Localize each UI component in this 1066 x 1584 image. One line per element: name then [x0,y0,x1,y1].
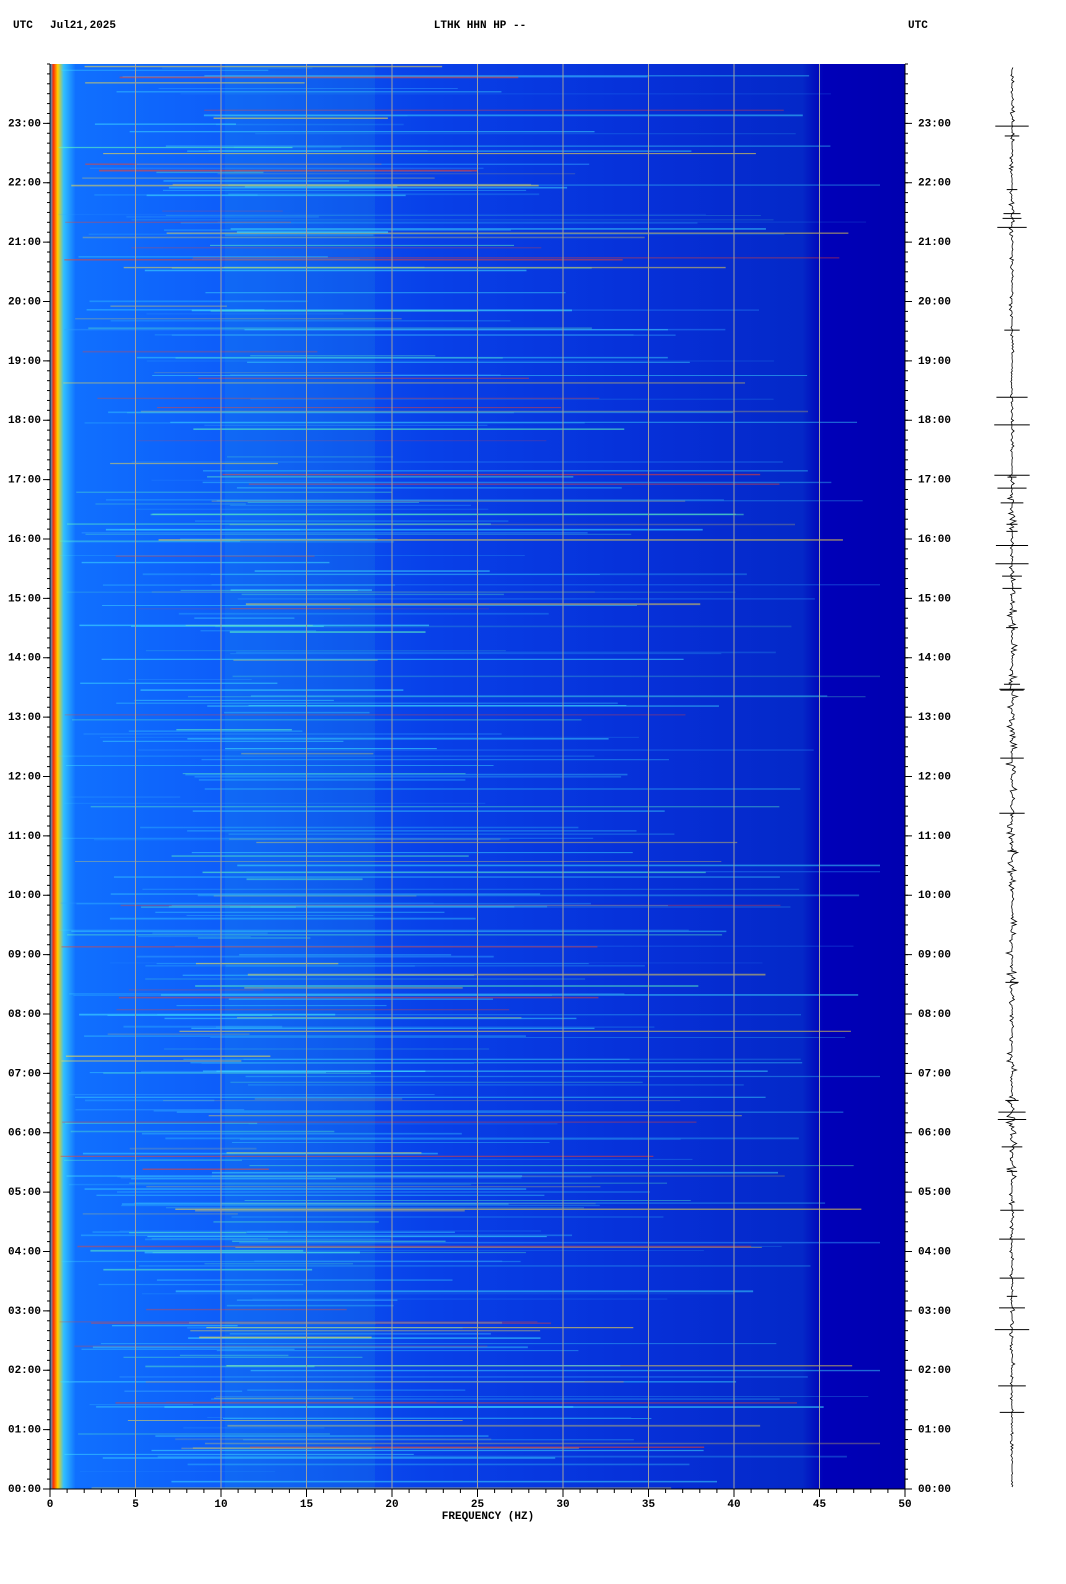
y-tick-label-right: 08:00 [918,1009,951,1021]
y-tick-label-right: 02:00 [918,1365,951,1377]
y-tick-label-left: 18:00 [8,415,41,427]
spectrogram-texture [58,64,880,1489]
y-tick-label-right: 04:00 [918,1246,951,1258]
y-tick-label-left: 08:00 [8,1009,41,1021]
y-tick-label-left: 07:00 [8,1068,41,1080]
y-tick-label-right: 15:00 [918,593,951,605]
x-tick-label: 25 [471,1499,485,1511]
y-tick-label-left: 19:00 [8,356,41,368]
y-tick-label-left: 17:00 [8,475,41,487]
y-tick-label-right: 17:00 [918,475,951,487]
x-tick-label: 40 [727,1499,740,1511]
y-tick-label-right: 05:00 [918,1187,951,1199]
y-tick-label-left: 05:00 [8,1187,41,1199]
time-zone-left: UTC [13,20,33,32]
y-tick-label-left: 03:00 [8,1306,41,1318]
y-tick-label-left: 21:00 [8,237,41,249]
y-tick-label-left: 02:00 [8,1365,41,1377]
y-tick-label-left: 16:00 [8,534,41,546]
y-tick-label-left: 06:00 [8,1128,41,1140]
y-tick-label-right: 01:00 [918,1425,951,1437]
y-tick-label-right: 23:00 [918,118,951,130]
x-tick-label: 15 [300,1499,314,1511]
date: Jul21,2025 [50,20,116,32]
texture-band [225,64,375,1489]
x-axis-label: FREQUENCY (HZ) [442,1511,534,1523]
y-tick-label-right: 00:00 [918,1484,951,1496]
y-tick-label-left: 14:00 [8,653,41,665]
x-tick-label: 50 [898,1499,911,1511]
y-tick-label-right: 18:00 [918,415,951,427]
y-tick-label-right: 12:00 [918,771,951,783]
y-tick-label-right: 22:00 [918,178,951,190]
x-tick-label: 45 [813,1499,827,1511]
x-tick-label: 20 [385,1499,398,1511]
y-tick-label-left: 23:00 [8,118,41,130]
y-tick-label-left: 13:00 [8,712,41,724]
x-tick-label: 0 [47,1499,54,1511]
y-tick-label-right: 21:00 [918,237,951,249]
x-tick-label: 30 [556,1499,569,1511]
y-tick-label-left: 12:00 [8,771,41,783]
y-tick-label-left: 04:00 [8,1246,41,1258]
y-tick-label-left: 20:00 [8,296,41,308]
y-tick-label-right: 13:00 [918,712,951,724]
x-tick-label: 35 [642,1499,656,1511]
seismogram [994,67,1030,1488]
y-tick-label-right: 10:00 [918,890,951,902]
y-tick-label-right: 06:00 [918,1128,951,1140]
time-zone-right: UTC [908,20,928,32]
x-tick-label: 5 [132,1499,139,1511]
y-tick-label-left: 09:00 [8,950,41,962]
y-tick-label-right: 03:00 [918,1306,951,1318]
y-tick-label-right: 09:00 [918,950,951,962]
y-tick-label-left: 00:00 [8,1484,41,1496]
y-tick-label-left: 11:00 [8,831,41,843]
x-tick-label: 10 [214,1499,227,1511]
y-tick-label-right: 16:00 [918,534,951,546]
y-tick-label-left: 10:00 [8,890,41,902]
y-tick-label-right: 19:00 [918,356,951,368]
y-tick-label-right: 11:00 [918,831,951,843]
seismogram-trace [1005,67,1020,1488]
y-tick-label-left: 01:00 [8,1425,41,1437]
y-tick-label-right: 20:00 [918,296,951,308]
chart-title: LTHK HHN HP -- [434,20,526,32]
y-tick-label-left: 15:00 [8,593,41,605]
y-tick-label-right: 07:00 [918,1068,951,1080]
y-tick-label-right: 14:00 [918,653,951,665]
y-tick-label-left: 22:00 [8,178,41,190]
